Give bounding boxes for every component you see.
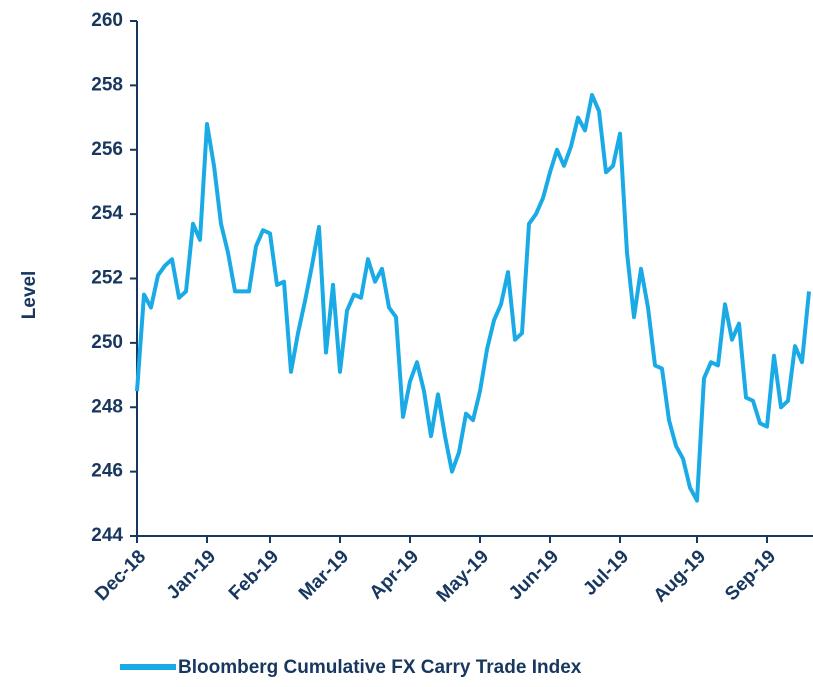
x-tick-label: Mar-19 [295,546,353,604]
y-tick-label: 244 [91,525,123,546]
data-line [135,93,811,503]
y-tick-label: 256 [91,139,123,160]
x-tick-label: Apr-19 [366,546,423,603]
x-tick-label: Dec-18 [91,546,150,605]
x-tick-label: Aug-19 [650,546,710,606]
y-tick-label: 254 [91,203,123,224]
y-tick-label: 258 [91,74,123,95]
y-axis-label: Level [19,271,40,320]
x-tick-label: May-19 [433,546,493,606]
y-tick-label: 246 [91,461,123,482]
x-tick-label: Jun-19 [505,546,563,604]
y-tick-label: 252 [91,268,123,289]
x-tick-label: Feb-19 [225,546,283,604]
y-tick-label: 248 [91,396,123,417]
y-tick-label: 260 [91,10,123,31]
legend-label: Bloomberg Cumulative FX Carry Trade Inde… [178,657,582,678]
x-tick-label: Sep-19 [721,546,780,605]
x-tick-label: Jan-19 [163,546,220,603]
x-tick-label: Jul-19 [579,546,633,600]
y-tick-label: 250 [91,332,123,353]
